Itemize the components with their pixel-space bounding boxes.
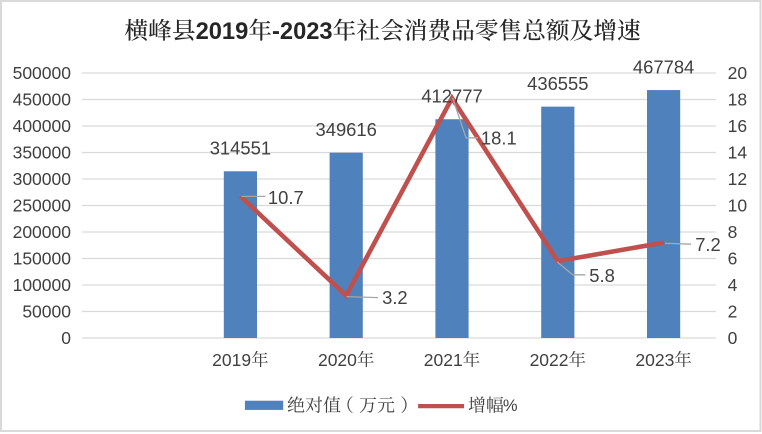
- svg-text:8: 8: [728, 222, 738, 242]
- svg-text:18: 18: [728, 89, 747, 109]
- svg-text:349616: 349616: [316, 119, 377, 140]
- svg-text:314551: 314551: [210, 138, 271, 159]
- svg-text:350000: 350000: [13, 142, 72, 162]
- svg-text:50000: 50000: [22, 301, 71, 321]
- svg-text:436555: 436555: [527, 73, 588, 94]
- svg-text:2: 2: [728, 301, 738, 321]
- svg-text:2023: 2023: [635, 350, 674, 370]
- svg-text:150000: 150000: [13, 248, 72, 268]
- svg-text:10.7: 10.7: [268, 187, 304, 208]
- svg-text:7.2: 7.2: [695, 234, 721, 255]
- svg-text:2023: 2023: [280, 19, 333, 45]
- svg-text:500000: 500000: [13, 63, 72, 83]
- svg-text:16: 16: [728, 116, 747, 136]
- svg-text:2020: 2020: [318, 350, 357, 370]
- svg-text:18.1: 18.1: [481, 128, 517, 149]
- svg-text:%: %: [503, 397, 518, 415]
- svg-text:5.8: 5.8: [589, 265, 615, 286]
- svg-text:3.2: 3.2: [382, 287, 408, 308]
- svg-text:-: -: [272, 19, 280, 45]
- svg-text:4: 4: [728, 275, 738, 295]
- svg-text:250000: 250000: [13, 195, 72, 215]
- svg-text:6: 6: [728, 248, 738, 268]
- svg-text:2019: 2019: [196, 19, 249, 45]
- svg-text:400000: 400000: [13, 116, 72, 136]
- svg-text:2022: 2022: [530, 350, 569, 370]
- svg-text:20: 20: [728, 63, 748, 83]
- svg-text:10: 10: [728, 195, 748, 215]
- svg-text:2021: 2021: [424, 350, 463, 370]
- svg-text:200000: 200000: [13, 222, 72, 242]
- svg-text:0: 0: [728, 328, 738, 348]
- svg-text:450000: 450000: [13, 89, 72, 109]
- svg-text:467784: 467784: [633, 56, 694, 77]
- svg-text:412777: 412777: [421, 86, 482, 107]
- svg-text:300000: 300000: [13, 169, 72, 189]
- svg-text:14: 14: [728, 142, 748, 162]
- svg-text:0: 0: [61, 328, 71, 348]
- svg-text:2019: 2019: [212, 350, 251, 370]
- svg-text:100000: 100000: [13, 275, 72, 295]
- svg-text:12: 12: [728, 169, 747, 189]
